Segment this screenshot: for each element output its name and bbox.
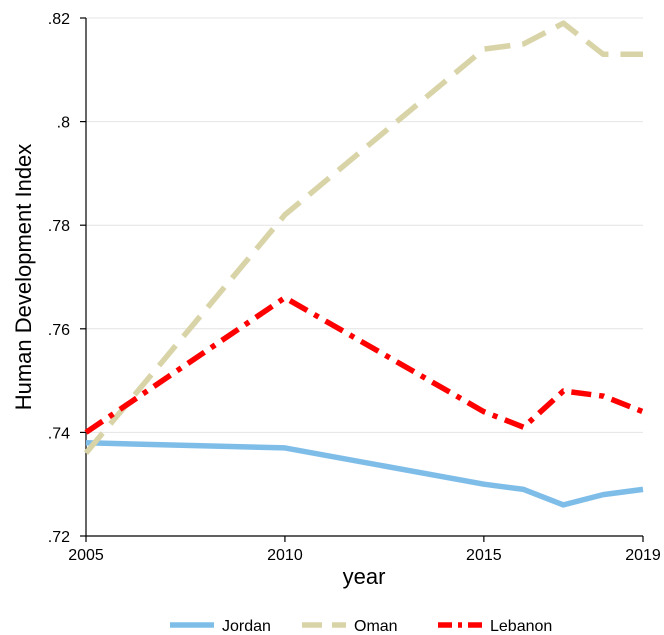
x-ticks: 2005 2010 2015 2019 bbox=[68, 536, 661, 564]
legend-label-jordan: Jordan bbox=[222, 618, 271, 635]
legend: Jordan Oman Lebanon bbox=[170, 618, 552, 635]
x-tick-label: 2019 bbox=[625, 547, 661, 564]
y-tick-label: .76 bbox=[48, 322, 70, 339]
legend-label-lebanon: Lebanon bbox=[490, 618, 552, 635]
axes bbox=[85, 18, 643, 537]
y-tick-label: .8 bbox=[57, 115, 70, 132]
legend-label-oman: Oman bbox=[354, 618, 398, 635]
y-axis-title: Human Development Index bbox=[11, 144, 36, 411]
y-tick-label: .82 bbox=[48, 11, 70, 28]
y-tick-label: .78 bbox=[48, 218, 70, 235]
y-ticks: .72 .74 .76 .78 .8 .82 bbox=[48, 11, 86, 546]
series-lines bbox=[83, 20, 645, 508]
grid-lines bbox=[86, 17, 643, 433]
x-tick-label: 2015 bbox=[466, 547, 502, 564]
series-line-lebanon bbox=[84, 294, 645, 435]
y-tick-label: .72 bbox=[48, 529, 70, 546]
x-tick-label: 2010 bbox=[267, 547, 303, 564]
y-tick-label: .74 bbox=[48, 425, 70, 442]
series-line-oman bbox=[83, 20, 643, 455]
x-tick-label: 2005 bbox=[68, 547, 104, 564]
series-line-jordan bbox=[85, 440, 644, 508]
x-axis-title: year bbox=[343, 564, 386, 589]
